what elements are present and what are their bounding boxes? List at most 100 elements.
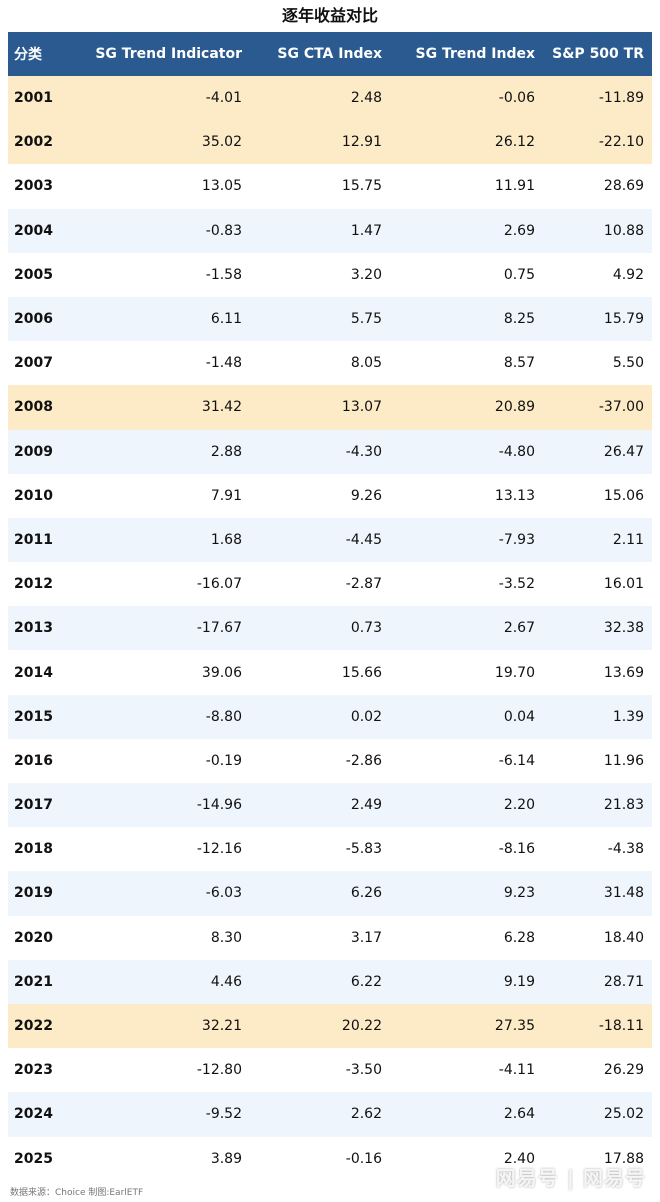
sp500-tr-cell: -11.89 (598, 90, 644, 107)
sg-cta-index-cell: 2.62 (350, 1106, 382, 1123)
table-row: 2003 13.05 15.75 11.91 28.69 (8, 164, 652, 209)
sp500-tr-cell: 28.69 (603, 178, 644, 195)
sg-trend-index-cell: 2.69 (503, 222, 535, 239)
table-row: 2012 -16.07 -2.87 -3.52 16.01 (8, 562, 652, 607)
sp500-tr-cell: -37.00 (598, 399, 644, 416)
sp500-tr-cell: -18.11 (598, 1018, 644, 1035)
sp500-tr-cell: 13.69 (603, 664, 644, 681)
year-cell: 2018 (14, 841, 53, 858)
table-row: 2002 35.02 12.91 26.12 -22.10 (8, 120, 652, 165)
year-cell: 2015 (14, 708, 53, 725)
sp500-tr-cell: 18.40 (603, 929, 644, 946)
sp500-tr-cell: 5.50 (612, 355, 644, 372)
sg-trend-indicator-cell: -14.96 (196, 797, 242, 814)
year-cell: 2022 (14, 1018, 53, 1035)
table-row: 2021 4.46 6.22 9.19 28.71 (8, 959, 652, 1004)
sg-trend-index-cell: 11.91 (494, 178, 535, 195)
sp500-tr-cell: 4.92 (612, 266, 644, 283)
table-row: 2024 -9.52 2.62 2.64 25.02 (8, 1092, 652, 1137)
sp500-tr-cell: 25.02 (603, 1106, 644, 1123)
sg-cta-index-cell: 1.47 (350, 222, 382, 239)
sg-trend-index-cell: -0.06 (498, 90, 535, 107)
table-row: 2006 6.11 5.75 8.25 15.79 (8, 296, 652, 342)
year-cell: 2017 (14, 797, 53, 814)
sg-trend-index-cell: -8.16 (498, 841, 535, 858)
sg-trend-index-cell: 9.19 (503, 973, 535, 990)
year-cell: 2002 (14, 134, 53, 151)
sg-trend-indicator-cell: -12.16 (196, 841, 242, 858)
sp500-tr-cell: 26.47 (603, 443, 644, 460)
sg-trend-index-cell: -4.80 (498, 443, 535, 460)
year-cell: 2023 (14, 1062, 53, 1079)
sg-trend-indicator-cell: 31.42 (201, 399, 242, 416)
sg-cta-index-cell: 9.26 (350, 487, 382, 504)
sp500-tr-cell: 28.71 (603, 973, 644, 990)
sg-cta-index-cell: 3.20 (350, 266, 382, 283)
sg-trend-indicator-cell: -6.03 (205, 885, 242, 902)
year-cell: 2003 (14, 178, 53, 195)
year-cell: 2001 (14, 90, 53, 107)
column-header-sg-cta-index: SG CTA Index (277, 46, 382, 62)
column-header-category: 分类 (14, 47, 42, 63)
sg-cta-index-cell: -2.86 (345, 752, 382, 769)
sg-trend-index-cell: -6.14 (498, 752, 535, 769)
sp500-tr-cell: 21.83 (603, 797, 644, 814)
sp500-tr-cell: 17.88 (603, 1150, 644, 1167)
sg-trend-indicator-cell: -1.58 (205, 266, 242, 283)
sg-trend-index-cell: 2.40 (503, 1150, 535, 1167)
watermark: 网易号 | 网易号 (495, 1166, 646, 1190)
sg-trend-index-cell: 8.57 (503, 355, 535, 372)
year-cell: 2020 (14, 929, 53, 946)
table-row: 2023 -12.80 -3.50 -4.11 26.29 (8, 1048, 652, 1093)
sg-cta-index-cell: 6.22 (350, 973, 382, 990)
table-row: 2018 -12.16 -5.83 -8.16 -4.38 (8, 827, 652, 872)
table-row: 2005 -1.58 3.20 0.75 4.92 (8, 252, 652, 297)
year-cell: 2004 (14, 222, 53, 239)
sp500-tr-cell: 1.39 (612, 708, 644, 725)
table-row: 2001 -4.01 2.48 -0.06 -11.89 (8, 76, 652, 121)
sg-cta-index-cell: 13.07 (341, 399, 382, 416)
sg-trend-indicator-cell: -12.80 (196, 1062, 242, 1079)
sg-trend-index-cell: 2.20 (503, 797, 535, 814)
table-header-row: 分类 SG Trend Indicator SG CTA Index SG Tr… (8, 32, 652, 76)
sp500-tr-cell: 16.01 (603, 576, 644, 593)
sg-trend-indicator-cell: 8.30 (210, 929, 242, 946)
sg-trend-indicator-cell: -0.83 (205, 222, 242, 239)
table-row: 2016 -0.19 -2.86 -6.14 11.96 (8, 738, 652, 783)
table-row: 2025 3.89 -0.16 2.40 17.88 (8, 1136, 652, 1181)
sg-cta-index-cell: 15.66 (341, 664, 382, 681)
sp500-tr-cell: 26.29 (603, 1062, 644, 1079)
table-row: 2009 2.88 -4.30 -4.80 26.47 (8, 429, 652, 474)
table-row: 2011 1.68 -4.45 -7.93 2.11 (8, 517, 652, 563)
table-title: 逐年收益对比 (281, 6, 378, 25)
sg-trend-index-cell: 0.04 (503, 708, 535, 725)
table-row: 2007 -1.48 8.05 8.57 5.50 (8, 341, 652, 386)
table-row: 2015 -8.80 0.02 0.04 1.39 (8, 694, 652, 739)
sg-trend-index-cell: 0.75 (503, 266, 535, 283)
table-row: 2017 -14.96 2.49 2.20 21.83 (8, 783, 652, 828)
sg-trend-index-cell: -7.93 (498, 531, 535, 548)
sg-cta-index-cell: -5.83 (345, 841, 382, 858)
sg-trend-indicator-cell: 13.05 (201, 178, 242, 195)
year-cell: 2009 (14, 443, 53, 460)
column-header-sp500-tr: S&P 500 TR (552, 46, 644, 62)
sg-trend-indicator-cell: 39.06 (201, 664, 242, 681)
sg-trend-indicator-cell: 4.46 (210, 973, 242, 990)
sg-cta-index-cell: 5.75 (350, 311, 382, 328)
sg-trend-indicator-cell: -0.19 (205, 752, 242, 769)
sp500-tr-cell: 10.88 (603, 222, 644, 239)
table-body: 2001 -4.01 2.48 -0.06 -11.89 2002 35.02 12.91 26… (8, 76, 652, 1181)
sp500-tr-cell: -4.38 (607, 841, 644, 858)
year-cell: 2006 (14, 311, 53, 328)
sg-cta-index-cell: 0.02 (350, 708, 382, 725)
sg-trend-indicator-cell: -17.67 (196, 620, 242, 637)
source-footer: 数据来源：Choice 制图:EarlETF (10, 1188, 144, 1198)
sp500-tr-cell: 32.38 (603, 620, 644, 637)
sg-trend-index-cell: 20.89 (494, 399, 535, 416)
sg-trend-indicator-cell: 6.11 (210, 311, 242, 328)
column-header-sg-trend-index: SG Trend Index (415, 46, 535, 62)
year-cell: 2011 (14, 531, 53, 548)
year-cell: 2008 (14, 399, 53, 416)
sg-cta-index-cell: 3.17 (350, 929, 382, 946)
sg-trend-index-cell: 6.28 (503, 929, 535, 946)
